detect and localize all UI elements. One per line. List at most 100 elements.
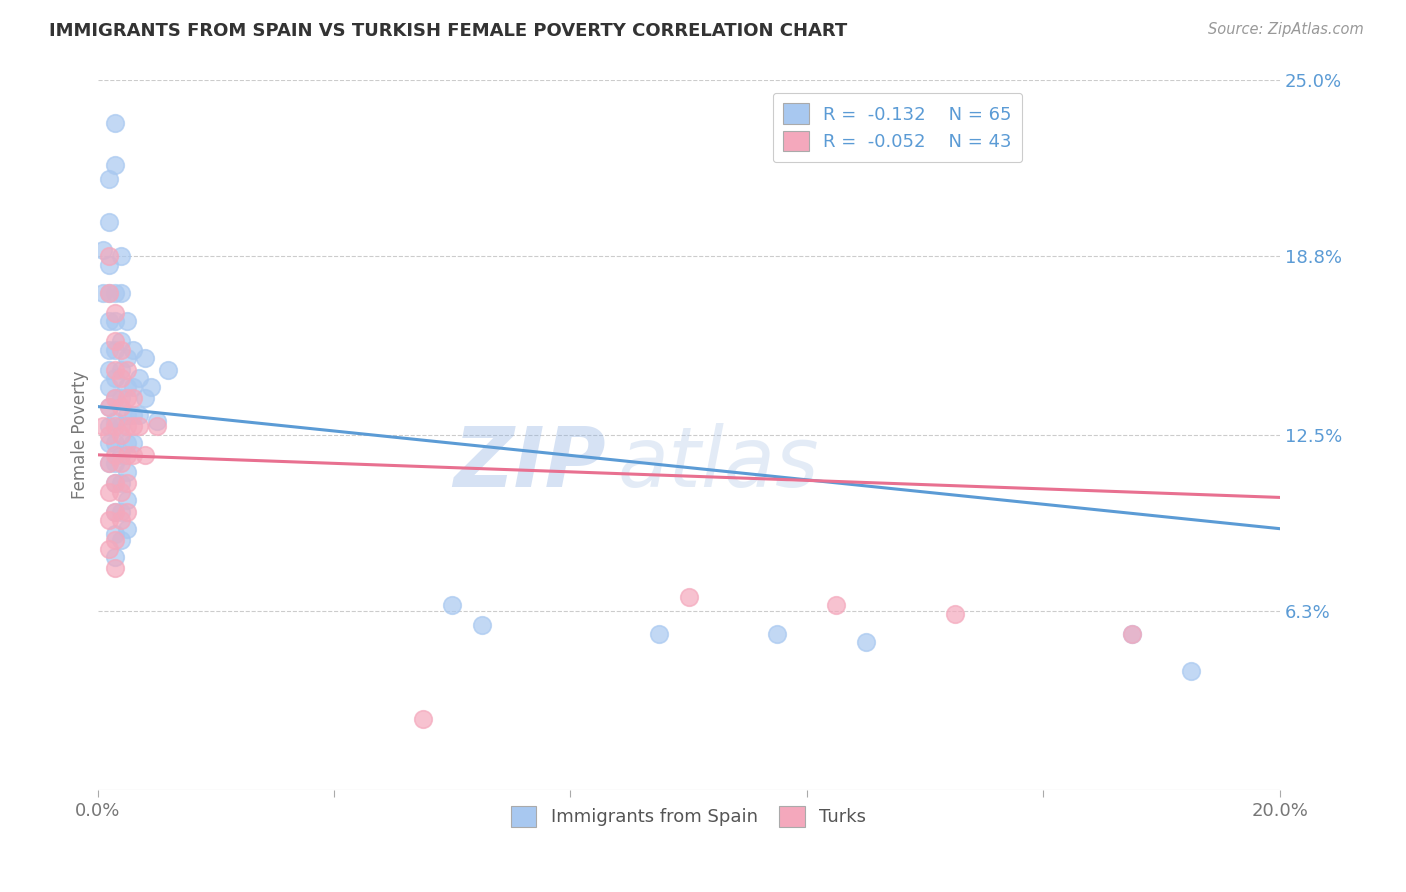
Point [98,172,121,186]
Point [122,379,145,393]
Point [104,306,127,320]
Point [145,414,167,428]
Point [98,400,121,414]
Point [115,448,138,462]
Point [412,712,434,726]
Point [115,408,138,422]
Point [122,436,145,450]
Point [104,550,127,565]
Point [110,400,132,414]
Point [104,334,127,349]
Point [98,343,121,357]
Point [943,607,966,621]
Point [104,414,127,428]
Point [122,391,145,405]
Point [104,285,127,300]
Point [110,428,132,442]
Point [648,626,671,640]
Point [104,115,127,129]
Text: atlas: atlas [617,423,820,504]
Point [98,484,121,499]
Point [139,379,162,393]
Point [104,561,127,575]
Point [98,456,121,470]
Point [98,379,121,393]
Point [98,285,121,300]
Point [128,371,150,385]
Point [93,285,115,300]
Point [98,258,121,272]
Point [115,493,138,508]
Point [98,428,121,442]
Point [134,391,156,405]
Legend: Immigrants from Spain, Turks: Immigrants from Spain, Turks [503,799,873,834]
Point [115,314,138,328]
Point [104,391,127,405]
Point [122,343,145,357]
Point [678,590,700,604]
Point [104,371,127,385]
Text: ZIP: ZIP [453,423,606,504]
Point [93,244,115,258]
Point [115,379,138,393]
Point [134,351,156,366]
Point [110,505,132,519]
Point [115,362,138,376]
Point [104,476,127,491]
Point [115,419,138,434]
Point [128,419,150,434]
Point [115,522,138,536]
Point [157,362,180,376]
Point [98,285,121,300]
Point [825,599,848,613]
Point [128,408,150,422]
Point [104,505,127,519]
Point [98,419,121,434]
Point [110,362,132,376]
Point [98,400,121,414]
Text: IMMIGRANTS FROM SPAIN VS TURKISH FEMALE POVERTY CORRELATION CHART: IMMIGRANTS FROM SPAIN VS TURKISH FEMALE … [49,22,848,40]
Point [104,436,127,450]
Point [110,513,132,527]
Point [115,505,138,519]
Point [110,448,132,462]
Point [115,436,138,450]
Point [115,476,138,491]
Point [766,626,789,640]
Point [98,362,121,376]
Point [1121,626,1143,640]
Point [104,448,127,462]
Point [110,476,132,491]
Point [98,436,121,450]
Point [104,362,127,376]
Point [104,533,127,547]
Point [115,391,138,405]
Point [104,419,127,434]
Point [145,419,167,434]
Point [98,456,121,470]
Point [104,314,127,328]
Point [110,484,132,499]
Point [110,456,132,470]
Point [98,314,121,328]
Point [110,343,132,357]
Point [104,476,127,491]
Point [104,456,127,470]
Text: Source: ZipAtlas.com: Source: ZipAtlas.com [1208,22,1364,37]
Point [1180,664,1202,678]
Point [98,249,121,263]
Point [98,215,121,229]
Point [110,533,132,547]
Point [110,371,132,385]
Point [104,158,127,172]
Point [441,599,464,613]
Point [104,391,127,405]
Y-axis label: Female Poverty: Female Poverty [72,371,89,500]
Point [122,419,145,434]
Point [104,527,127,541]
Point [110,249,132,263]
Point [110,334,132,349]
Point [110,285,132,300]
Point [104,505,127,519]
Point [104,343,127,357]
